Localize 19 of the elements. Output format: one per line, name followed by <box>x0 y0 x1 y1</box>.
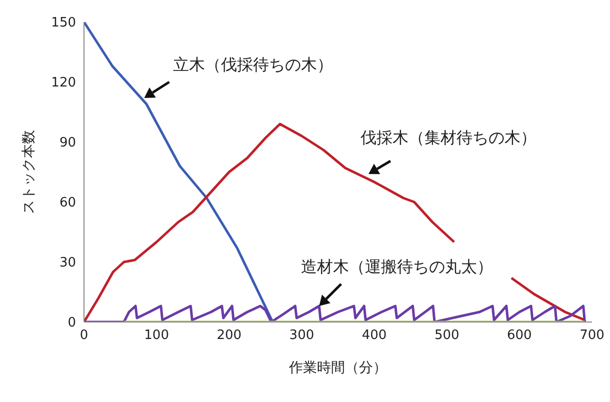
x-tick-label: 300 <box>289 328 314 344</box>
annotation: 立木（伐採待ちの木） <box>173 55 334 74</box>
y-tick-label: 150 <box>51 16 76 31</box>
x-tick-label: 600 <box>507 328 532 344</box>
x-tick-label: 400 <box>362 328 387 344</box>
annotation: 伐採木（集材待ちの木） <box>360 128 536 148</box>
y-axis-title: ストック本数 <box>20 130 37 214</box>
x-tick-label: 100 <box>144 328 169 344</box>
y-tick-label: 0 <box>68 316 76 331</box>
annotation: 造材木（運搬待ちの丸太） <box>301 257 494 276</box>
y-tick-label: 120 <box>51 76 76 91</box>
y-tick-label: 30 <box>59 256 76 271</box>
x-tick-label: 0 <box>80 328 88 344</box>
x-tick-label: 200 <box>216 328 242 344</box>
x-tick-label: 500 <box>434 328 460 344</box>
y-tick-label: 90 <box>59 136 76 151</box>
y-tick-label: 60 <box>59 196 76 211</box>
x-tick-label: 700 <box>580 328 604 344</box>
x-axis-title: 作業時間（分） <box>288 360 387 376</box>
